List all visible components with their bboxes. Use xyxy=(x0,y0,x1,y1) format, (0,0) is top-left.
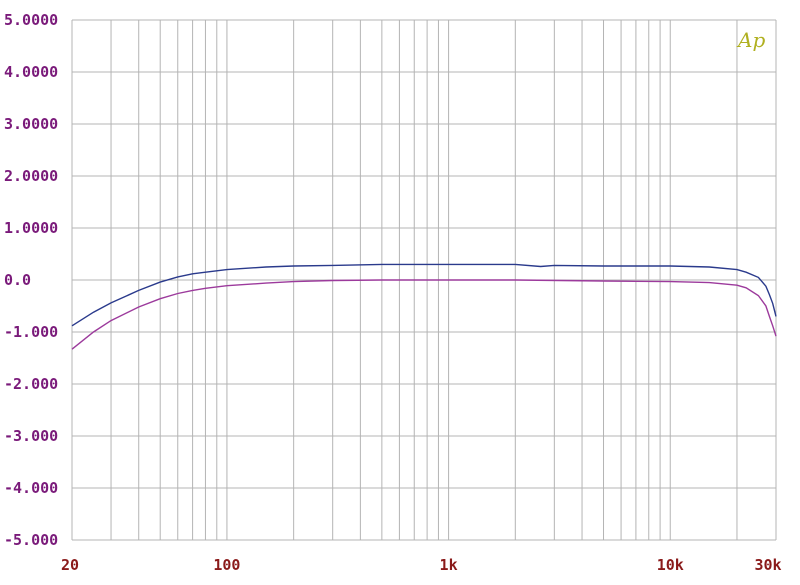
y-tick-label: 0.0 xyxy=(4,271,31,289)
series-line-2 xyxy=(71,279,777,350)
y-tick-label: 5.0000 xyxy=(4,11,58,29)
y-tick-label: 1.0000 xyxy=(4,219,58,237)
ap-logo: Ap xyxy=(736,28,765,52)
x-tick-label: 10k xyxy=(657,556,684,574)
x-tick-label: 20 xyxy=(61,556,79,574)
y-tick-label: -1.000 xyxy=(4,323,58,341)
x-tick-label: 1k xyxy=(440,556,458,574)
y-tick-label: -5.000 xyxy=(4,531,58,549)
series-line-1 xyxy=(71,263,777,327)
x-tick-label: 30k xyxy=(754,556,781,574)
y-axis-tick-labels: 5.0000 4.0000 3.0000 2.0000 1.0000 0.0 -1.000 -… xyxy=(4,11,58,549)
y-tick-label: -2.000 xyxy=(4,375,58,393)
y-tick-label: 2.0000 xyxy=(4,167,58,185)
x-axis-tick-labels: 20 100 1k 10k 30k xyxy=(61,556,782,574)
y-tick-label: 4.0000 xyxy=(4,63,58,81)
series-layer xyxy=(71,263,777,350)
y-tick-label: -4.000 xyxy=(4,479,58,497)
x-tick-label: 100 xyxy=(213,556,240,574)
y-tick-label: -3.000 xyxy=(4,427,58,445)
y-tick-label: 3.0000 xyxy=(4,115,58,133)
